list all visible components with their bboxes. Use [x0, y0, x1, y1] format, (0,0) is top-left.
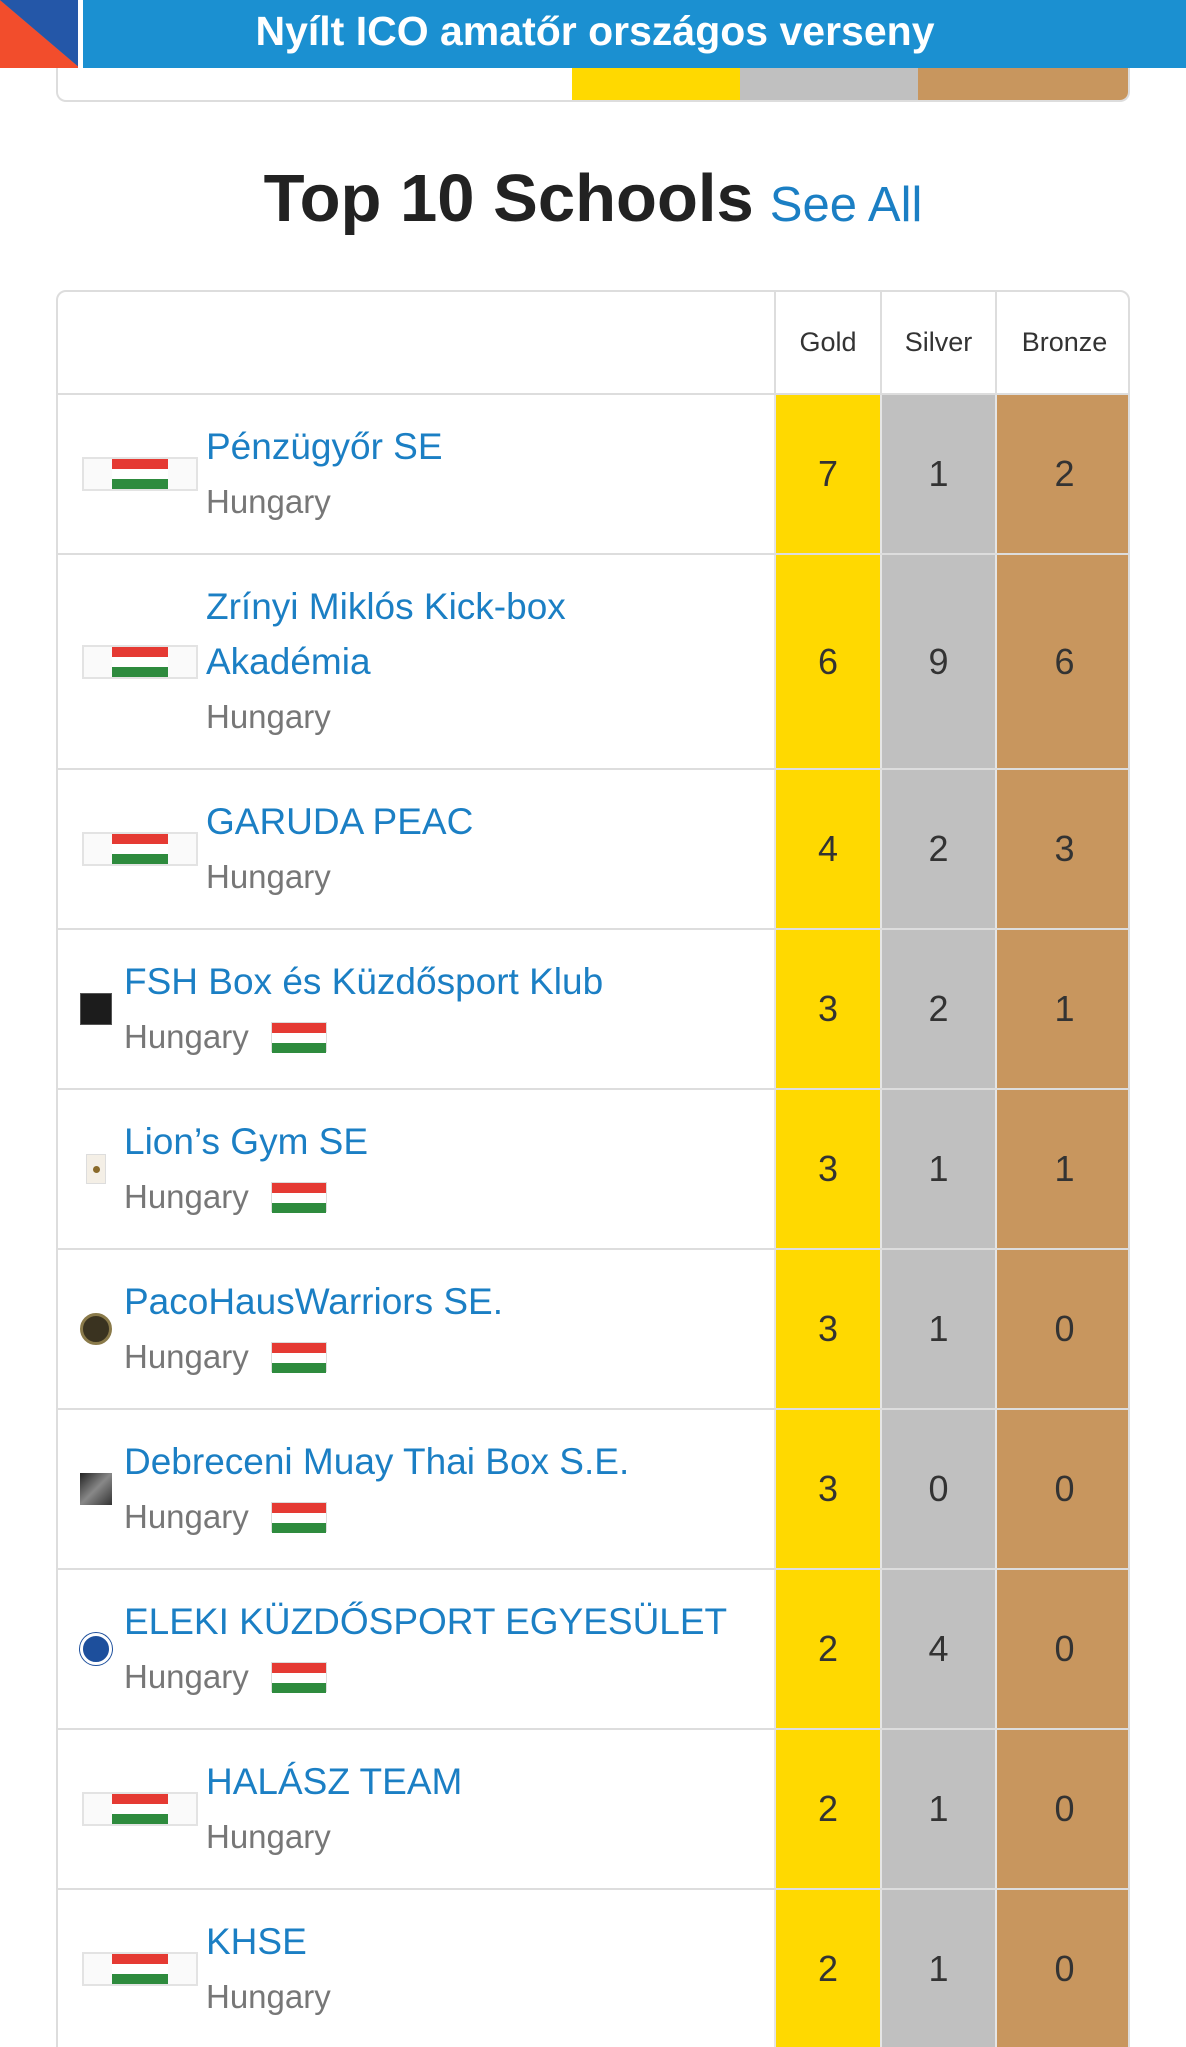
- hungary-flag-icon: [82, 1792, 198, 1826]
- gold-count: 3: [774, 1249, 881, 1410]
- gold-count: 6: [774, 554, 881, 770]
- silver-count: 1: [880, 1889, 996, 2047]
- school-country: Hungary: [124, 1329, 503, 1384]
- bronze-count: 0: [995, 1249, 1128, 1410]
- school-cell: PacoHausWarriors SE. Hungary: [58, 1249, 775, 1410]
- gold-count: 3: [774, 1089, 881, 1250]
- table-row: Zrínyi Miklós Kick-box Akadémia Hungary …: [58, 554, 1128, 770]
- table-row: PacoHausWarriors SE. Hungary 3 1 0: [58, 1249, 1128, 1410]
- table-row: KHSE Hungary 2 1 0: [58, 1889, 1128, 2047]
- table-row: FSH Box és Küzdősport Klub Hungary 3 2 1: [58, 929, 1128, 1090]
- hungary-flag-icon: [270, 1341, 327, 1373]
- gold-count: 3: [774, 929, 881, 1090]
- silver-count: 0: [880, 1409, 996, 1570]
- school-country: Hungary: [124, 1169, 368, 1224]
- school-cell: Zrínyi Miklós Kick-box Akadémia Hungary: [58, 554, 775, 770]
- hungary-flag-icon: [270, 1181, 327, 1213]
- club-logo-icon: [80, 1473, 112, 1505]
- school-cell: Lion’s Gym SE Hungary: [58, 1089, 775, 1250]
- banner-title[interactable]: Nyílt ICO amatőr országos verseny: [255, 8, 935, 54]
- gold-count: 3: [774, 1409, 881, 1570]
- club-logo-icon: [80, 993, 112, 1025]
- silver-count: 1: [880, 1249, 996, 1410]
- school-name-link[interactable]: Debreceni Muay Thai Box S.E.: [124, 1441, 630, 1482]
- hungary-flag-icon: [82, 832, 198, 866]
- gold-count: 2: [774, 1569, 881, 1730]
- school-cell: GARUDA PEAC Hungary: [58, 769, 775, 930]
- silver-count: 9: [880, 554, 996, 770]
- table-row: Debreceni Muay Thai Box S.E. Hungary 3 0…: [58, 1409, 1128, 1570]
- table-row: GARUDA PEAC Hungary 4 2 3: [58, 769, 1128, 930]
- hungary-flag-icon: [270, 1661, 327, 1693]
- silver-column-header[interactable]: Silver: [880, 292, 996, 395]
- silver-count: 1: [880, 1089, 996, 1250]
- bronze-count: 1: [995, 1089, 1128, 1250]
- club-logo-icon: [80, 1633, 112, 1665]
- hungary-flag-icon: [82, 1952, 198, 1986]
- bronze-count: 1: [995, 929, 1128, 1090]
- school-name-link[interactable]: Pénzügyőr SE: [206, 426, 443, 467]
- club-logo-icon: [86, 1154, 106, 1184]
- silver-count: 4: [880, 1569, 996, 1730]
- bronze-column-header[interactable]: Bronze: [995, 292, 1128, 395]
- school-country: Hungary: [206, 483, 331, 520]
- school-country: Hungary: [206, 698, 331, 735]
- silver-count: 1: [880, 394, 996, 555]
- school-country: Hungary: [124, 1649, 727, 1704]
- school-cell: Pénzügyőr SE Hungary: [58, 394, 775, 555]
- gold-count: 7: [774, 394, 881, 555]
- school-cell: FSH Box és Küzdősport Klub Hungary: [58, 929, 775, 1090]
- bronze-count: 0: [995, 1729, 1128, 1890]
- school-name-link[interactable]: GARUDA PEAC: [206, 801, 474, 842]
- school-name-link[interactable]: Zrínyi Miklós Kick-box Akadémia: [206, 586, 566, 682]
- gold-count: 2: [774, 1729, 881, 1890]
- school-name-link[interactable]: PacoHausWarriors SE.: [124, 1281, 504, 1322]
- school-name-link[interactable]: KHSE: [206, 1921, 307, 1962]
- gold-column-header[interactable]: Gold: [774, 292, 881, 395]
- previous-table-footer: [56, 68, 1130, 102]
- table-header-row: Gold Silver Bronze: [58, 292, 1128, 395]
- bronze-count: 3: [995, 769, 1128, 930]
- hungary-flag-icon: [270, 1501, 327, 1533]
- bronze-count: 2: [995, 394, 1128, 555]
- school-name-link[interactable]: ELEKI KÜZDŐSPORT EGYESÜLET: [124, 1601, 728, 1642]
- table-row: HALÁSZ TEAM Hungary 2 1 0: [58, 1729, 1128, 1890]
- table-row: Pénzügyőr SE Hungary 7 1 2: [58, 394, 1128, 555]
- school-country: Hungary: [206, 1978, 331, 2015]
- silver-count: 2: [880, 929, 996, 1090]
- gold-count: 4: [774, 769, 881, 930]
- hungary-flag-icon: [82, 644, 198, 679]
- table-row: ELEKI KÜZDŐSPORT EGYESÜLET Hungary 2 4 0: [58, 1569, 1128, 1730]
- school-country: Hungary: [124, 1009, 603, 1064]
- table-row: Lion’s Gym SE Hungary 3 1 1: [58, 1089, 1128, 1250]
- silver-count: 1: [880, 1729, 996, 1890]
- school-cell: ELEKI KÜZDŐSPORT EGYESÜLET Hungary: [58, 1569, 775, 1730]
- school-country: Hungary: [206, 858, 331, 895]
- silver-count: 2: [880, 769, 996, 930]
- school-column-header: [58, 292, 775, 395]
- section-title: Top 10 Schools: [263, 161, 754, 236]
- gold-count: 2: [774, 1889, 881, 2047]
- school-country: Hungary: [206, 1818, 331, 1855]
- corner-flag-icon: [0, 0, 80, 68]
- section-heading: Top 10 Schools See All: [0, 160, 1186, 237]
- hungary-flag-icon: [270, 1021, 327, 1053]
- see-all-link[interactable]: See All: [769, 178, 923, 232]
- bronze-count: 6: [995, 554, 1128, 770]
- club-logo-icon: [80, 1313, 112, 1345]
- bronze-count: 0: [995, 1569, 1128, 1730]
- top-schools-table: Gold Silver Bronze Pénzügyőr SE Hungary: [56, 290, 1130, 2047]
- school-cell: Debreceni Muay Thai Box S.E. Hungary: [58, 1409, 775, 1570]
- school-name-link[interactable]: HALÁSZ TEAM: [206, 1761, 463, 1802]
- school-cell: KHSE Hungary: [58, 1889, 775, 2047]
- bronze-count: 0: [995, 1889, 1128, 2047]
- school-cell: HALÁSZ TEAM Hungary: [58, 1729, 775, 1890]
- school-name-link[interactable]: FSH Box és Küzdősport Klub: [124, 961, 604, 1002]
- top-banner: Nyílt ICO amatőr országos verseny: [0, 0, 1186, 68]
- school-country: Hungary: [124, 1489, 629, 1544]
- school-name-link[interactable]: Lion’s Gym SE: [124, 1121, 369, 1162]
- bronze-count: 0: [995, 1409, 1128, 1570]
- hungary-flag-icon: [82, 457, 198, 491]
